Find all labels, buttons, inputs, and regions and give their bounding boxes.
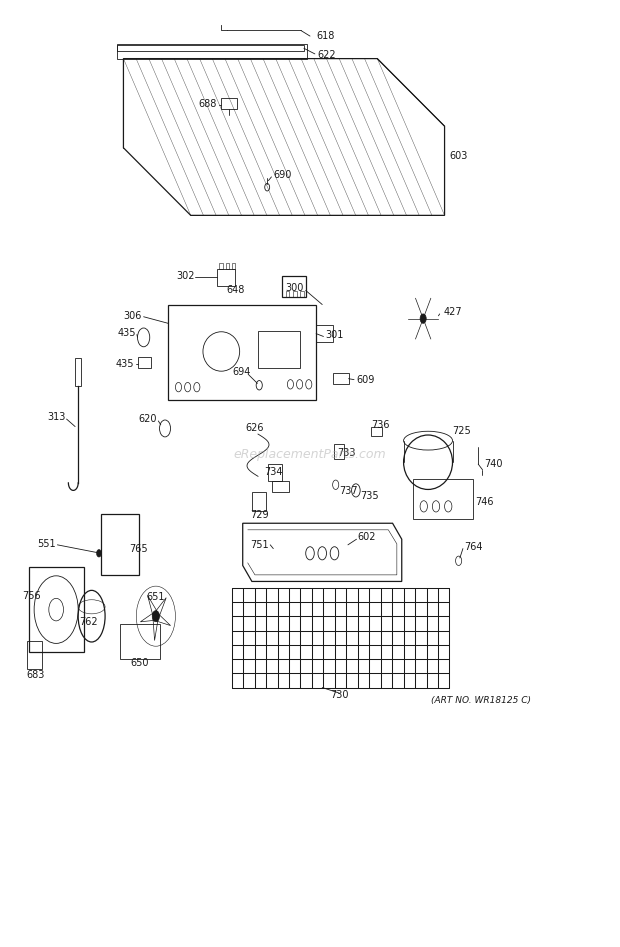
Text: 765: 765 [130,544,148,554]
Text: 751: 751 [250,540,268,550]
Text: 688: 688 [198,98,217,109]
Text: 740: 740 [484,459,503,469]
Bar [138,357,151,368]
Bar [27,640,42,669]
Text: 300: 300 [285,282,303,293]
Text: 306: 306 [123,311,142,321]
Bar [219,263,223,269]
Circle shape [152,611,159,622]
Bar [258,331,299,368]
Text: 737: 737 [339,487,358,496]
Text: 620: 620 [139,414,157,424]
Text: 734: 734 [264,467,283,476]
Text: 733: 733 [337,448,356,457]
Text: 603: 603 [450,152,468,161]
Text: (ART NO. WR18125 C): (ART NO. WR18125 C) [432,696,531,706]
Circle shape [420,313,426,323]
Bar [217,269,236,286]
Text: 313: 313 [47,412,65,422]
Bar [300,292,304,297]
Text: 626: 626 [246,423,264,434]
Text: 435: 435 [117,328,136,338]
Bar [413,479,472,519]
Bar [283,277,306,297]
Text: 609: 609 [356,375,374,384]
Bar [371,426,382,436]
Bar [120,624,160,659]
Text: 762: 762 [79,616,98,627]
Bar [293,292,296,297]
Bar [316,325,333,342]
Text: 301: 301 [326,330,343,340]
Bar [226,263,229,269]
Text: 622: 622 [317,50,336,60]
Text: 756: 756 [22,591,41,600]
Text: 302: 302 [177,272,195,281]
Text: 427: 427 [443,307,462,317]
Text: 725: 725 [452,426,471,437]
Text: 736: 736 [371,420,389,430]
Text: 694: 694 [232,367,250,377]
Bar [268,464,282,481]
Bar [333,373,348,384]
Bar [101,514,139,575]
Text: 602: 602 [358,532,376,543]
Bar [221,98,237,109]
Text: 683: 683 [27,670,45,680]
Bar [232,263,236,269]
Bar [334,444,344,459]
Text: 730: 730 [330,690,348,700]
Text: 551: 551 [38,539,56,549]
Bar [29,567,84,652]
Text: 651: 651 [146,593,165,602]
Text: 435: 435 [116,359,135,368]
Text: 648: 648 [226,285,244,295]
Text: 746: 746 [475,496,494,507]
Text: 735: 735 [360,491,379,501]
Bar [272,481,289,492]
Text: 650: 650 [131,658,149,669]
Text: 764: 764 [464,542,482,552]
Bar [286,292,289,297]
Text: 618: 618 [316,31,335,41]
Bar [252,492,266,511]
Circle shape [97,549,102,557]
Text: 729: 729 [250,509,268,520]
Bar [75,358,81,386]
Text: eReplacementParts.com: eReplacementParts.com [234,448,386,461]
Text: 690: 690 [273,170,291,180]
